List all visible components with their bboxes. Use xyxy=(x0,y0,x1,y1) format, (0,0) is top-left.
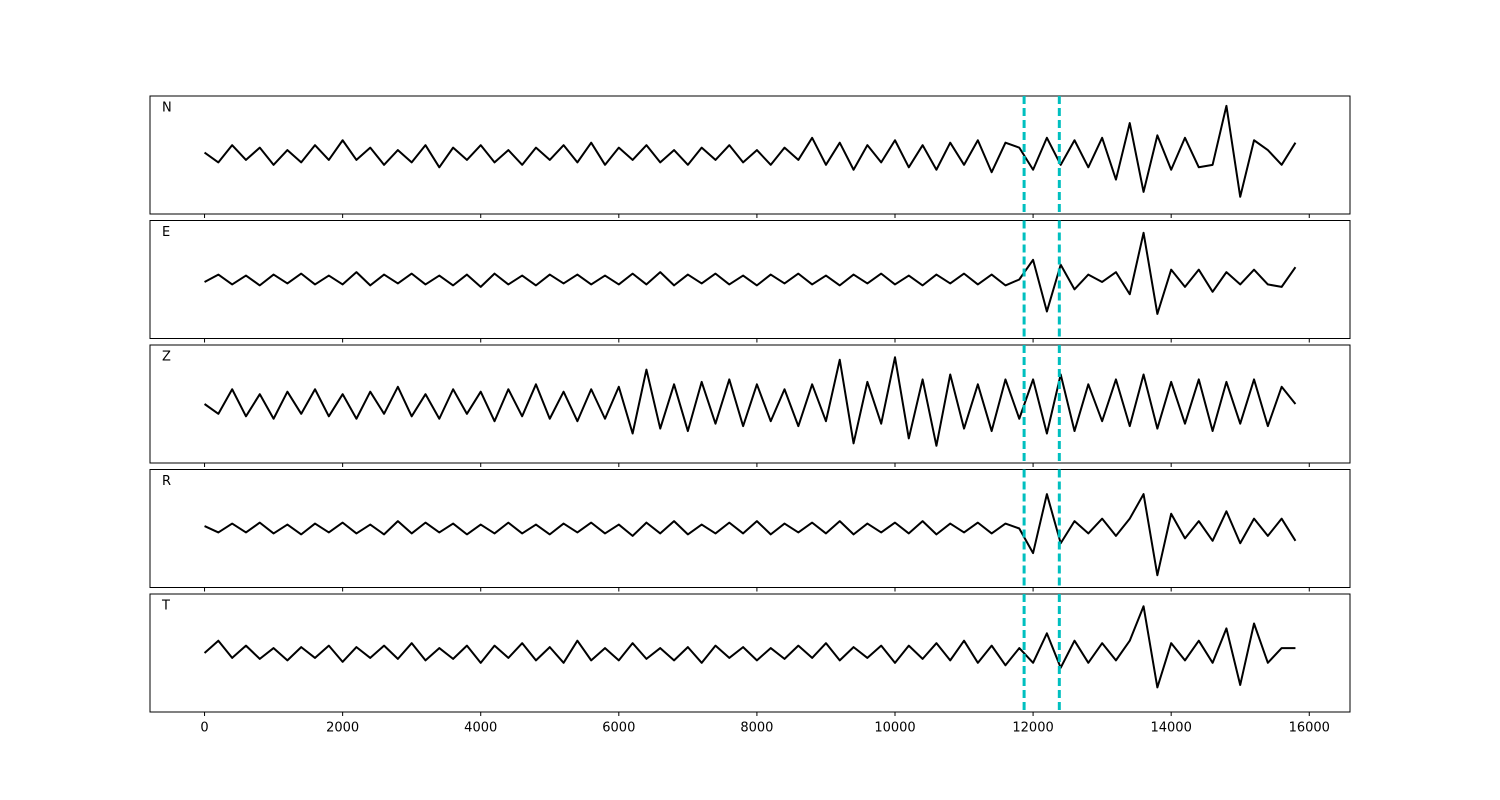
waveform xyxy=(203,356,1297,447)
x-tick-label: 14000 xyxy=(1150,721,1191,736)
panel-label: R xyxy=(162,474,171,489)
panel-frame xyxy=(149,469,1351,588)
x-tick-label: 8000 xyxy=(740,721,773,736)
x-tick-label: 4000 xyxy=(464,721,497,736)
panel-frame xyxy=(149,220,1351,339)
panel-label: E xyxy=(162,225,170,240)
x-tick-label: 12000 xyxy=(1012,721,1053,736)
waveform xyxy=(204,493,1297,577)
x-tick-label: 6000 xyxy=(602,721,635,736)
x-tick-label: 2000 xyxy=(326,721,359,736)
panel-label: T xyxy=(161,599,170,614)
x-tick-label: 16000 xyxy=(1289,721,1330,736)
panel-frame xyxy=(149,95,1351,215)
waveform xyxy=(204,231,1297,315)
panel-frame xyxy=(149,593,1351,713)
waveform xyxy=(203,104,1297,198)
panel-frame xyxy=(149,344,1351,464)
x-tick-label: 0 xyxy=(200,721,208,736)
waveform xyxy=(203,605,1296,689)
panel-label: Z xyxy=(162,350,171,365)
panel-label: N xyxy=(162,101,172,116)
x-tick-label: 10000 xyxy=(874,721,915,736)
